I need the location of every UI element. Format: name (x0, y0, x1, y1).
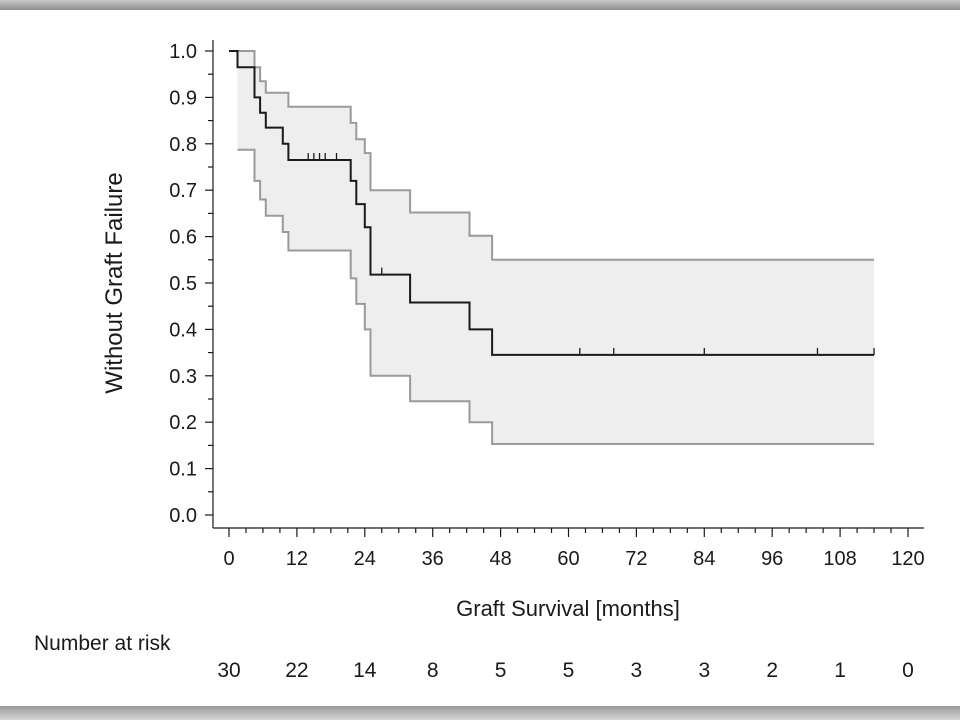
y-axis-title: Without Graft Failure (101, 172, 128, 393)
y-tick-label: 0.4 (169, 319, 197, 341)
risk-count: 22 (285, 659, 308, 682)
slide-border-top (0, 0, 960, 10)
y-tick-label: 0.3 (169, 366, 197, 388)
survival-curve (229, 50, 874, 356)
confidence-lines (237, 50, 874, 445)
censor-marks (307, 153, 875, 355)
x-tick-label: 0 (223, 548, 234, 570)
y-tick-label: 0.1 (169, 459, 197, 481)
risk-count: 14 (353, 659, 377, 682)
y-tick-label: 0.2 (169, 412, 197, 434)
risk-count: 8 (427, 659, 439, 682)
risk-table-values: 30 22 14 8 5 5 3 3 2 1 0 (217, 659, 914, 682)
x-tick-label: 96 (761, 548, 783, 570)
y-tick-label: 0.9 (169, 87, 197, 109)
risk-count: 2 (766, 659, 778, 682)
x-axis-title: Graft Survival [months] (456, 596, 680, 621)
y-tick-label: 0.6 (169, 227, 197, 249)
y-tick-label: 1.0 (169, 41, 197, 63)
x-tick-label: 84 (693, 548, 715, 570)
risk-count: 3 (698, 659, 710, 682)
survival-estimate-line (229, 50, 874, 356)
y-tick-label: 0.0 (169, 505, 197, 527)
x-tick-label: 120 (891, 548, 924, 570)
risk-count: 1 (834, 659, 846, 682)
x-tick-label: 60 (557, 548, 579, 570)
risk-count: 3 (631, 659, 643, 682)
lower-ci-line (237, 148, 874, 445)
x-tick-label: 24 (354, 548, 376, 570)
y-tick-labels: 0.0 0.1 0.2 0.3 0.4 0.5 0.6 0.7 0.8 0.9 1.0 (169, 41, 197, 527)
y-tick-label: 0.5 (169, 273, 197, 295)
confidence-band (237, 51, 874, 444)
x-tick-label: 12 (286, 548, 308, 570)
x-tick-label: 48 (489, 548, 511, 570)
risk-count: 5 (563, 659, 575, 682)
confidence-band-area (237, 51, 874, 444)
x-tick-label: 72 (625, 548, 647, 570)
risk-count: 30 (217, 659, 240, 682)
risk-count: 5 (495, 659, 507, 682)
risk-table-title: Number at risk (34, 632, 171, 655)
y-tick-label: 0.7 (169, 180, 197, 202)
axes (205, 40, 924, 537)
x-tick-labels: 0 12 24 36 48 60 72 84 96 108 120 (223, 548, 924, 570)
upper-ci-line (237, 50, 874, 261)
risk-count: 0 (902, 659, 914, 682)
x-tick-label: 108 (823, 548, 856, 570)
slide-border-bottom (0, 706, 960, 720)
x-tick-label: 36 (422, 548, 444, 570)
y-tick-label: 0.8 (169, 134, 197, 156)
